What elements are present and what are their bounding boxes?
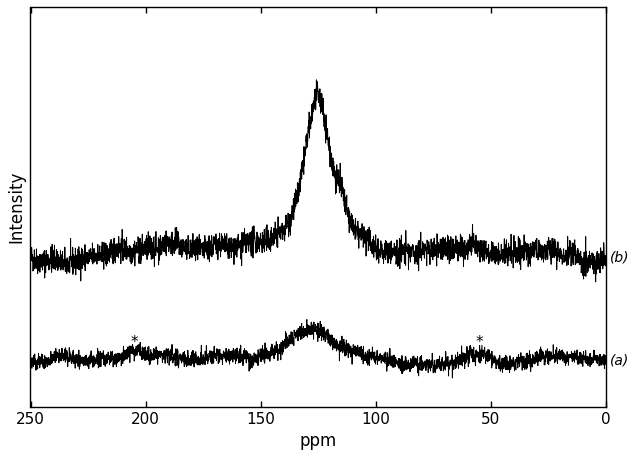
X-axis label: ppm: ppm — [300, 432, 336, 450]
Text: (b): (b) — [610, 250, 630, 264]
Text: *: * — [475, 335, 483, 350]
Y-axis label: Intensity: Intensity — [7, 170, 25, 243]
Text: *: * — [130, 335, 138, 351]
Text: (a): (a) — [610, 354, 630, 368]
